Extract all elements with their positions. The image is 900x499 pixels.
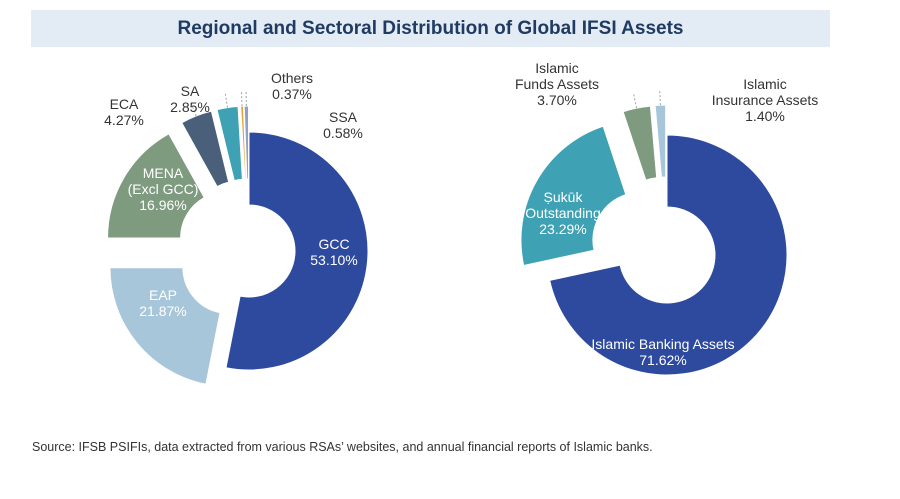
value-label-eap: 21.87% <box>139 303 186 319</box>
value-label-islamic-banking-assets: 71.62% <box>639 352 686 368</box>
slice-others <box>240 105 247 180</box>
leader-line-islamic-insurance-assets <box>659 91 661 106</box>
value-label-others: 0.37% <box>272 86 312 102</box>
value-label-eca: 4.27% <box>104 112 144 128</box>
leader-line-islamic-funds-assets <box>633 94 638 109</box>
slice-label-islamic-funds-assets: Islamic <box>535 60 579 76</box>
slice-label-mena-excl-gcc: MENA <box>143 165 184 181</box>
value-label-islamic-funds-assets: 3.70% <box>537 92 577 108</box>
slice-label-islamic-insurance-assets: Islamic <box>743 76 787 92</box>
slice-islamic-insurance-assets <box>654 104 667 178</box>
value-label-sa: 2.85% <box>170 99 210 115</box>
slice-label-mena-excl-gcc: (Excl GCC) <box>128 181 199 197</box>
leader-line-sa <box>224 93 228 108</box>
slice-label-eap: EAP <box>149 287 177 303</box>
slice-label-uk-k-outstanding: Ṣukūk <box>544 189 584 205</box>
slice-islamic-banking-assets <box>549 134 788 376</box>
value-label-mena-excl-gcc: 16.96% <box>139 197 186 213</box>
slice-eca <box>181 110 230 188</box>
value-label-gcc: 53.10% <box>310 252 357 268</box>
leader-line-others <box>240 92 243 107</box>
slice-gcc <box>225 131 369 371</box>
slice-label-gcc: GCC <box>318 236 349 252</box>
chart-title-bar: Regional and Sectoral Distribution of Gl… <box>31 10 830 47</box>
source-note: Source: IFSB PSIFIs, data extracted from… <box>32 440 653 454</box>
slice-label-others: Others <box>271 70 313 86</box>
slice-islamic-funds-assets <box>622 105 658 181</box>
slice-mena-excl-gcc <box>107 133 205 239</box>
slice-label-eca: ECA <box>110 96 139 112</box>
value-label-islamic-insurance-assets: 1.40% <box>745 108 785 124</box>
slice-sa <box>216 105 243 182</box>
slice-ssa <box>243 105 250 180</box>
slice-label-uk-k-outstanding: Outstanding <box>525 205 601 221</box>
slice-label-islamic-insurance-assets: Insurance Assets <box>712 92 819 108</box>
slice-label-islamic-funds-assets: Funds Assets <box>515 76 599 92</box>
value-label-uk-k-outstanding: 23.29% <box>539 221 586 237</box>
value-label-ssa: 0.58% <box>323 125 363 141</box>
slice-uk-k-outstanding <box>520 125 627 267</box>
slice-label-sa: SA <box>181 83 200 99</box>
slice-label-ssa: SSA <box>329 109 358 125</box>
slice-label-islamic-banking-assets: Islamic Banking Assets <box>591 336 734 352</box>
chart-title: Regional and Sectoral Distribution of Gl… <box>177 17 684 39</box>
slice-eap <box>109 267 221 385</box>
